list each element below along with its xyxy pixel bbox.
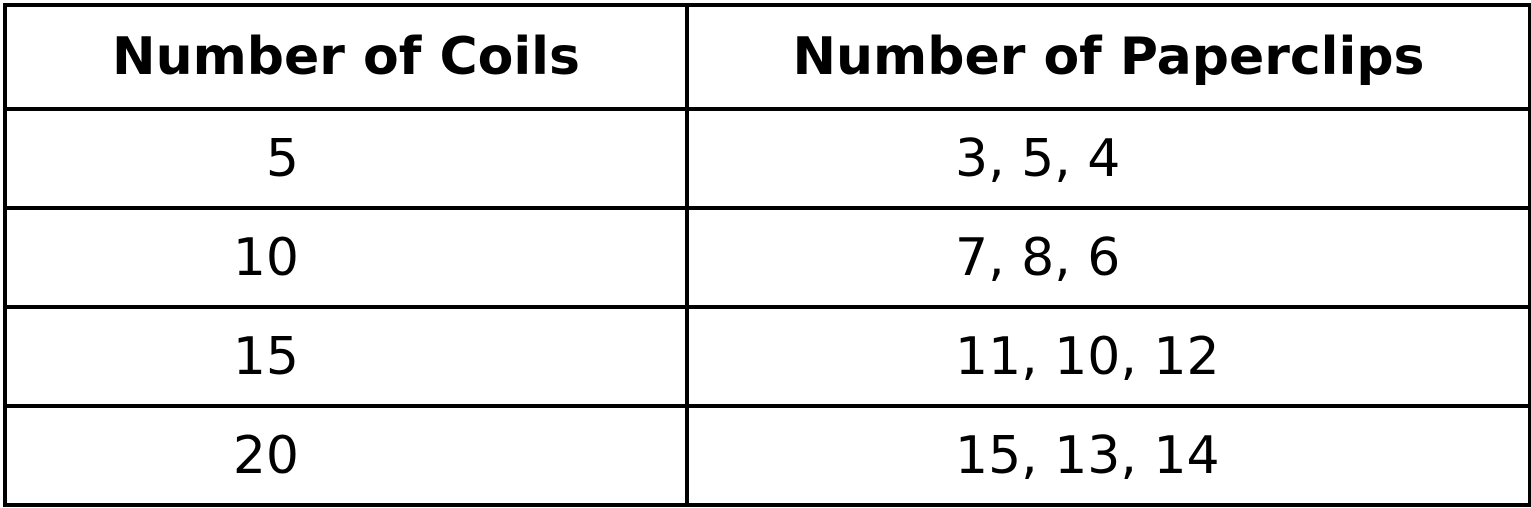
paperclips-value: 11, 10, 12	[955, 326, 1220, 387]
table-row: 10 7, 8, 6	[3, 206, 1531, 309]
header-number-of-paperclips: Number of Paperclips	[685, 3, 1531, 111]
paperclips-cell: 15, 13, 14	[685, 404, 1531, 507]
paperclips-cell: 7, 8, 6	[685, 206, 1531, 309]
table-row: 20 15, 13, 14	[3, 404, 1531, 507]
paperclips-value: 3, 5, 4	[955, 128, 1121, 189]
header-row: Number of Coils Number of Paperclips	[3, 3, 1531, 111]
table-row: 15 11, 10, 12	[3, 305, 1531, 408]
coils-cell: 15	[3, 305, 689, 408]
paperclips-cell: 11, 10, 12	[685, 305, 1531, 408]
coils-value: 10	[232, 227, 299, 288]
paperclips-value: 7, 8, 6	[955, 227, 1121, 288]
coils-cell: 10	[3, 206, 689, 309]
data-table: Number of Coils Number of Paperclips 5 3…	[3, 3, 1531, 507]
coils-cell: 20	[3, 404, 689, 507]
coils-cell: 5	[3, 107, 689, 210]
coils-value: 5	[265, 128, 299, 189]
header-number-of-coils: Number of Coils	[3, 3, 689, 111]
paperclips-cell: 3, 5, 4	[685, 107, 1531, 210]
paperclips-value: 15, 13, 14	[955, 425, 1220, 486]
table-row: 5 3, 5, 4	[3, 107, 1531, 210]
coils-value: 15	[232, 326, 299, 387]
coils-value: 20	[232, 425, 299, 486]
